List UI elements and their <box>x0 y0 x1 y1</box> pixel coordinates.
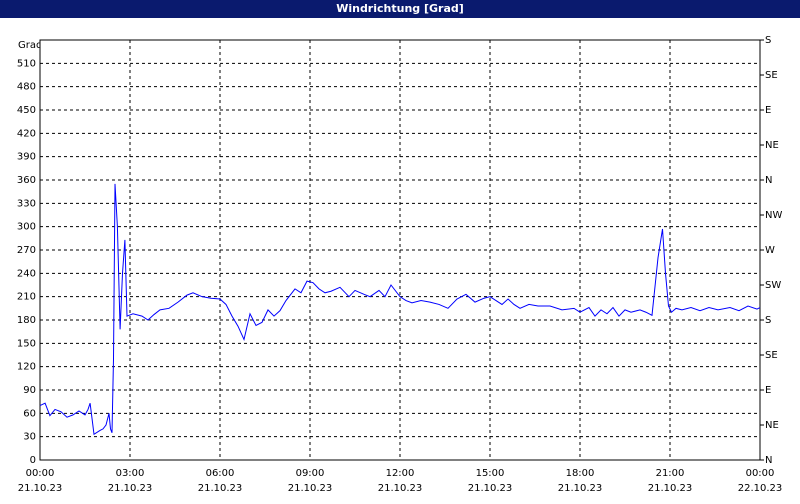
y-tick-label: 150 <box>17 338 36 349</box>
y-tick-label: 420 <box>17 128 36 139</box>
y2-tick-label: N <box>765 455 772 466</box>
y2-tick-label: E <box>765 105 771 116</box>
x-tick-date: 21.10.23 <box>18 483 63 494</box>
y-tick-label: 0 <box>30 455 36 466</box>
title-bar <box>0 0 800 18</box>
y2-tick-label: W <box>765 245 775 256</box>
y2-tick-label: S <box>765 35 771 46</box>
y-tick-label: 210 <box>17 292 36 303</box>
y2-tick-label: NE <box>765 420 779 431</box>
y-tick-label: 480 <box>17 82 36 93</box>
x-tick-label: 00:00 <box>26 468 55 479</box>
y-tick-label: 390 <box>17 152 36 163</box>
x-tick-date: 21.10.23 <box>468 483 513 494</box>
x-tick-date: 21.10.23 <box>558 483 603 494</box>
y2-tick-label: NW <box>765 210 782 221</box>
y-tick-label: 300 <box>17 222 36 233</box>
x-tick-label: 12:00 <box>386 468 415 479</box>
y-tick-label: 510 <box>17 58 36 69</box>
y2-tick-label: E <box>765 385 771 396</box>
y-tick-label: 450 <box>17 105 36 116</box>
x-tick-date: 21.10.23 <box>648 483 693 494</box>
x-tick-label: 21:00 <box>656 468 685 479</box>
y-tick-label: 90 <box>23 385 36 396</box>
x-tick-label: 18:00 <box>566 468 595 479</box>
y2-tick-label: NE <box>765 140 779 151</box>
x-tick-date: 22.10.23 <box>738 483 783 494</box>
y-tick-label: 60 <box>23 408 36 419</box>
x-tick-date: 21.10.23 <box>198 483 243 494</box>
y2-tick-label: SW <box>765 280 781 291</box>
y2-tick-label: N <box>765 175 772 186</box>
x-tick-label: 15:00 <box>476 468 505 479</box>
y2-tick-label: SE <box>765 70 778 81</box>
x-tick-label: 03:00 <box>116 468 145 479</box>
y-axis-label: Grad <box>18 40 42 51</box>
y-tick-label: 330 <box>17 198 36 209</box>
y2-tick-label: S <box>765 315 771 326</box>
y-tick-label: 120 <box>17 362 36 373</box>
x-tick-label: 00:00 <box>746 468 775 479</box>
x-tick-label: 06:00 <box>206 468 235 479</box>
y-tick-label: 270 <box>17 245 36 256</box>
y-tick-label: 30 <box>23 432 36 443</box>
y-tick-label: 360 <box>17 175 36 186</box>
x-tick-date: 21.10.23 <box>378 483 423 494</box>
data-line <box>39 183 761 436</box>
x-tick-label: 09:00 <box>296 468 325 479</box>
x-tick-date: 21.10.23 <box>108 483 153 494</box>
y2-tick-label: SE <box>765 350 778 361</box>
x-tick-date: 21.10.23 <box>288 483 333 494</box>
y-tick-label: 180 <box>17 315 36 326</box>
y-tick-label: 240 <box>17 268 36 279</box>
chart-title: Windrichtung [Grad] <box>336 2 464 15</box>
